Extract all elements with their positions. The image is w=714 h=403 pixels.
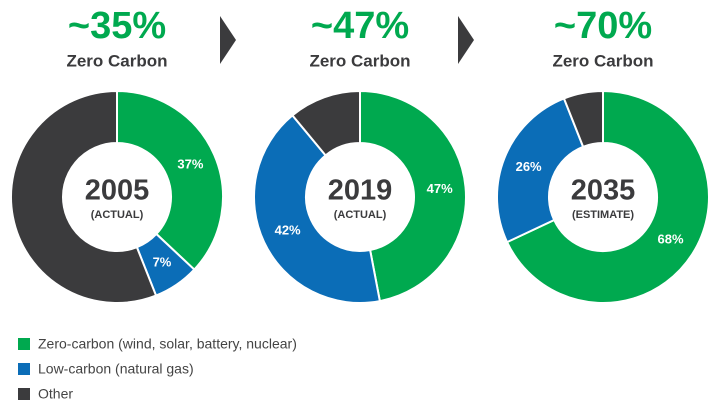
headline: ~47%	[311, 5, 409, 47]
arrow	[220, 16, 236, 64]
center-sublabel: (ACTUAL)	[91, 209, 144, 221]
arrow	[458, 16, 474, 64]
value-label: 42%	[275, 222, 301, 237]
legend-label: Low-carbon (natural gas)	[38, 361, 194, 377]
legend-swatch	[18, 363, 30, 375]
slice	[359, 89, 467, 303]
center-label: 2005	[85, 175, 150, 207]
subtitle: Zero Carbon	[66, 51, 167, 70]
legend-swatch	[18, 338, 30, 350]
value-label: 68%	[658, 231, 684, 246]
value-label: 26%	[516, 159, 542, 174]
slice	[253, 113, 382, 304]
center-label: 2019	[328, 175, 393, 207]
legend-swatch	[18, 388, 30, 400]
slice	[116, 89, 224, 271]
value-label: 47%	[427, 181, 453, 196]
slice	[10, 89, 158, 304]
subtitle: Zero Carbon	[309, 51, 410, 70]
subtitle: Zero Carbon	[552, 51, 653, 70]
legend-label: Zero-carbon (wind, solar, battery, nucle…	[38, 336, 297, 352]
value-label: 37%	[177, 157, 203, 172]
value-label: 7%	[153, 255, 172, 270]
headline: ~35%	[68, 5, 166, 47]
center-sublabel: (ESTIMATE)	[572, 209, 634, 221]
center-sublabel: (ACTUAL)	[334, 209, 387, 221]
slice	[505, 89, 710, 304]
center-label: 2035	[571, 175, 636, 207]
slice	[291, 89, 361, 157]
slice	[562, 89, 604, 149]
slice	[496, 97, 585, 244]
legend-label: Other	[38, 386, 73, 402]
headline: ~70%	[554, 5, 652, 47]
